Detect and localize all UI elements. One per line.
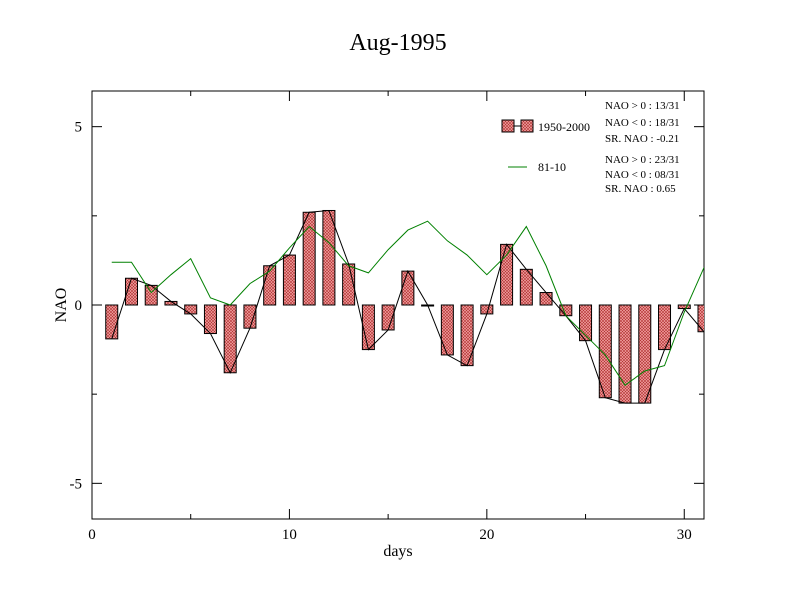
bar-series-connector-line bbox=[111, 209, 704, 404]
bar bbox=[638, 304, 652, 404]
bar bbox=[440, 304, 454, 356]
bar bbox=[697, 304, 704, 333]
legend-label-1950-2000: 1950-2000 bbox=[538, 120, 590, 134]
axis-ticks bbox=[91, 91, 704, 519]
y-tick-label: 0 bbox=[75, 298, 83, 314]
stat-nao-negative-2: NAO < 0 : 08/31 bbox=[605, 169, 680, 181]
bar bbox=[539, 292, 553, 306]
bar bbox=[322, 209, 336, 306]
x-tick-label: 0 bbox=[88, 527, 96, 543]
bar bbox=[500, 243, 514, 306]
bar-series-1950-2000 bbox=[105, 209, 704, 404]
stat-nao-negative-1: NAO < 0 : 18/31 bbox=[605, 117, 680, 129]
line-81-10 bbox=[111, 220, 704, 386]
legend: 1950-2000 81-10 NAO > 0 : 13/31 NAO < 0 … bbox=[501, 100, 680, 195]
bar bbox=[618, 304, 632, 404]
tick-labels: 0 10 20 30 5 0 -5 bbox=[70, 120, 692, 543]
bar bbox=[243, 304, 257, 329]
chart-title: Aug-1995 bbox=[349, 30, 446, 56]
bar bbox=[361, 304, 375, 351]
bar bbox=[658, 304, 672, 351]
bar bbox=[342, 263, 356, 306]
bar bbox=[184, 304, 198, 315]
y-axis-label: NAO bbox=[53, 288, 70, 323]
stats-block-81-10: NAO > 0 : 23/31 NAO < 0 : 08/31 SR. NAO … bbox=[605, 154, 680, 195]
stats-block-1950-2000: NAO > 0 : 13/31 NAO < 0 : 18/31 SR. NAO … bbox=[605, 100, 680, 145]
stat-sr-nao-2: SR. NAO : 0.65 bbox=[605, 183, 676, 195]
legend-swatch-bar-left bbox=[501, 119, 515, 133]
line-series-81-10 bbox=[111, 209, 704, 404]
bar bbox=[460, 304, 474, 367]
x-tick-label: 20 bbox=[479, 527, 494, 543]
bar bbox=[401, 270, 415, 306]
legend-entry-81-10: 81-10 bbox=[508, 160, 566, 174]
x-tick-label: 10 bbox=[282, 527, 297, 543]
x-axis-label: days bbox=[383, 543, 412, 560]
y-tick-label: 5 bbox=[75, 120, 83, 136]
legend-entry-1950-2000: 1950-2000 bbox=[501, 119, 590, 134]
y-tick-label: -5 bbox=[70, 476, 83, 492]
x-tick-label: 30 bbox=[677, 527, 692, 543]
legend-label-81-10: 81-10 bbox=[538, 160, 566, 174]
bar bbox=[282, 254, 296, 306]
bar bbox=[105, 304, 119, 340]
stat-nao-positive-1: NAO > 0 : 13/31 bbox=[605, 100, 680, 112]
stat-nao-positive-2: NAO > 0 : 23/31 bbox=[605, 154, 680, 166]
stat-sr-nao-1: SR. NAO : -0.21 bbox=[605, 133, 679, 145]
legend-swatch-bar-right bbox=[520, 119, 534, 133]
